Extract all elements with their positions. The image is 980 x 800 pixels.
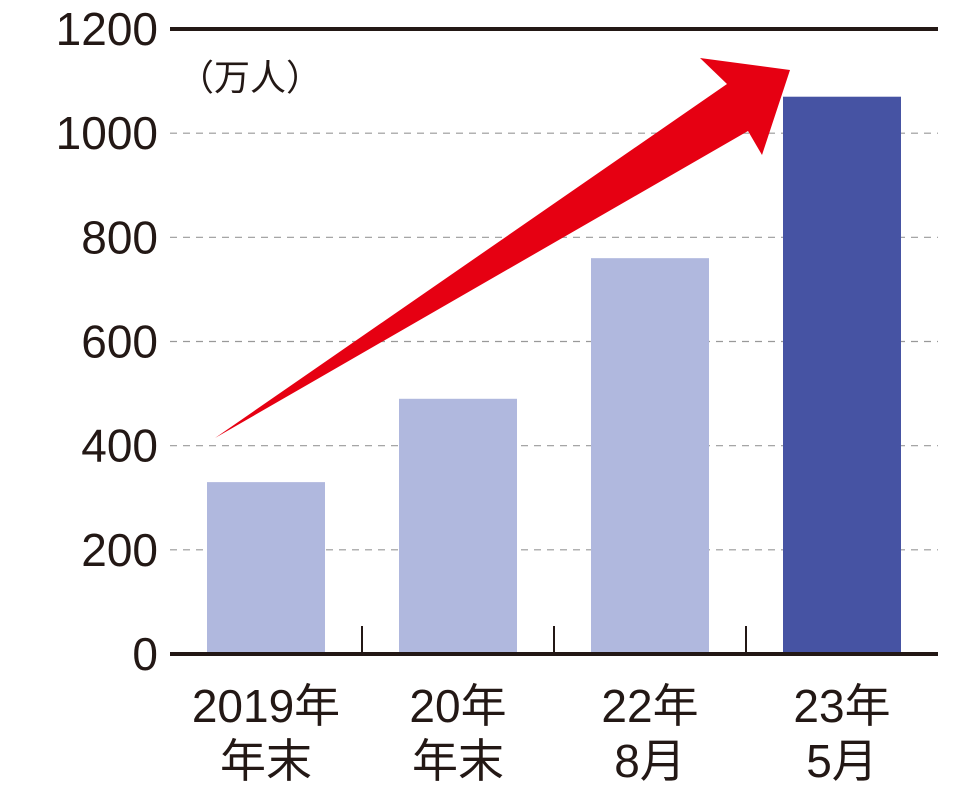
x-tick-label: 2019年年末: [192, 680, 340, 787]
y-axis-label: （万人）: [178, 57, 322, 98]
y-tick-label: 1000: [56, 107, 158, 159]
x-tick-label: 22年 8月: [601, 680, 698, 787]
x-tick-label-line: 年末: [412, 735, 504, 787]
bar: [783, 96, 901, 655]
x-tick-label: 23年 5月: [793, 680, 890, 787]
y-tick-label: 800: [81, 211, 158, 263]
bar: [399, 398, 517, 654]
y-tick-label: 600: [81, 316, 158, 368]
bar: [591, 258, 709, 654]
x-tick-label-line: 22年: [601, 680, 698, 732]
x-tick-label-line: 2019年: [192, 680, 340, 732]
x-tick-label: 20年年末: [409, 680, 506, 787]
trend-arrow: [215, 58, 790, 438]
x-tick-label-line: 8月: [614, 735, 686, 787]
y-tick-label: 200: [81, 524, 158, 576]
x-tick-label-line: 年末: [220, 735, 312, 787]
x-tick-label-line: 23年: [793, 680, 890, 732]
bar: [207, 482, 325, 654]
y-tick-label: 0: [132, 628, 158, 680]
y-tick-label: 400: [81, 420, 158, 472]
y-tick-label: 1200: [56, 3, 158, 55]
x-tick-label-line: 5月: [806, 735, 878, 787]
x-tick-label-line: 20年: [409, 680, 506, 732]
